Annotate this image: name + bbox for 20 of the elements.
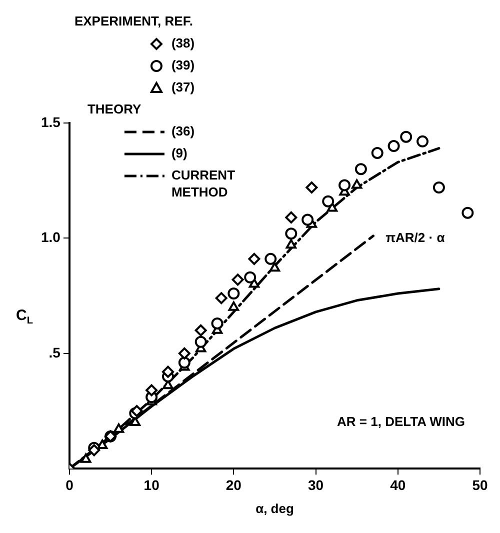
y-tick-label: 1.0 [40, 229, 61, 246]
x-axis-title: α, deg [256, 500, 294, 516]
legend-label: (9) [171, 146, 188, 161]
x-tick-label: 40 [390, 476, 406, 493]
annotation: AR = 1, DELTA WING [337, 414, 465, 430]
x-tick-label: 50 [472, 476, 488, 493]
x-tick-label: 30 [308, 476, 324, 493]
legend-title: EXPERIMENT, REF. [74, 14, 193, 29]
legend-label: (39) [171, 58, 195, 73]
x-tick-label: 0 [66, 476, 74, 493]
legend-label: (38) [171, 36, 195, 51]
y-tick-label: .5 [48, 344, 61, 360]
text: THEORY [87, 102, 142, 117]
y-tick-label: 1.5 [40, 114, 61, 130]
legend-label: (37) [171, 80, 195, 95]
legend-label: CURRENT METHOD [171, 168, 236, 200]
x-tick-label: 10 [144, 476, 160, 493]
annotation: πAR/2 · α [386, 230, 445, 245]
x-tick-label: 20 [226, 476, 242, 493]
legend-label: (36) [171, 124, 195, 139]
